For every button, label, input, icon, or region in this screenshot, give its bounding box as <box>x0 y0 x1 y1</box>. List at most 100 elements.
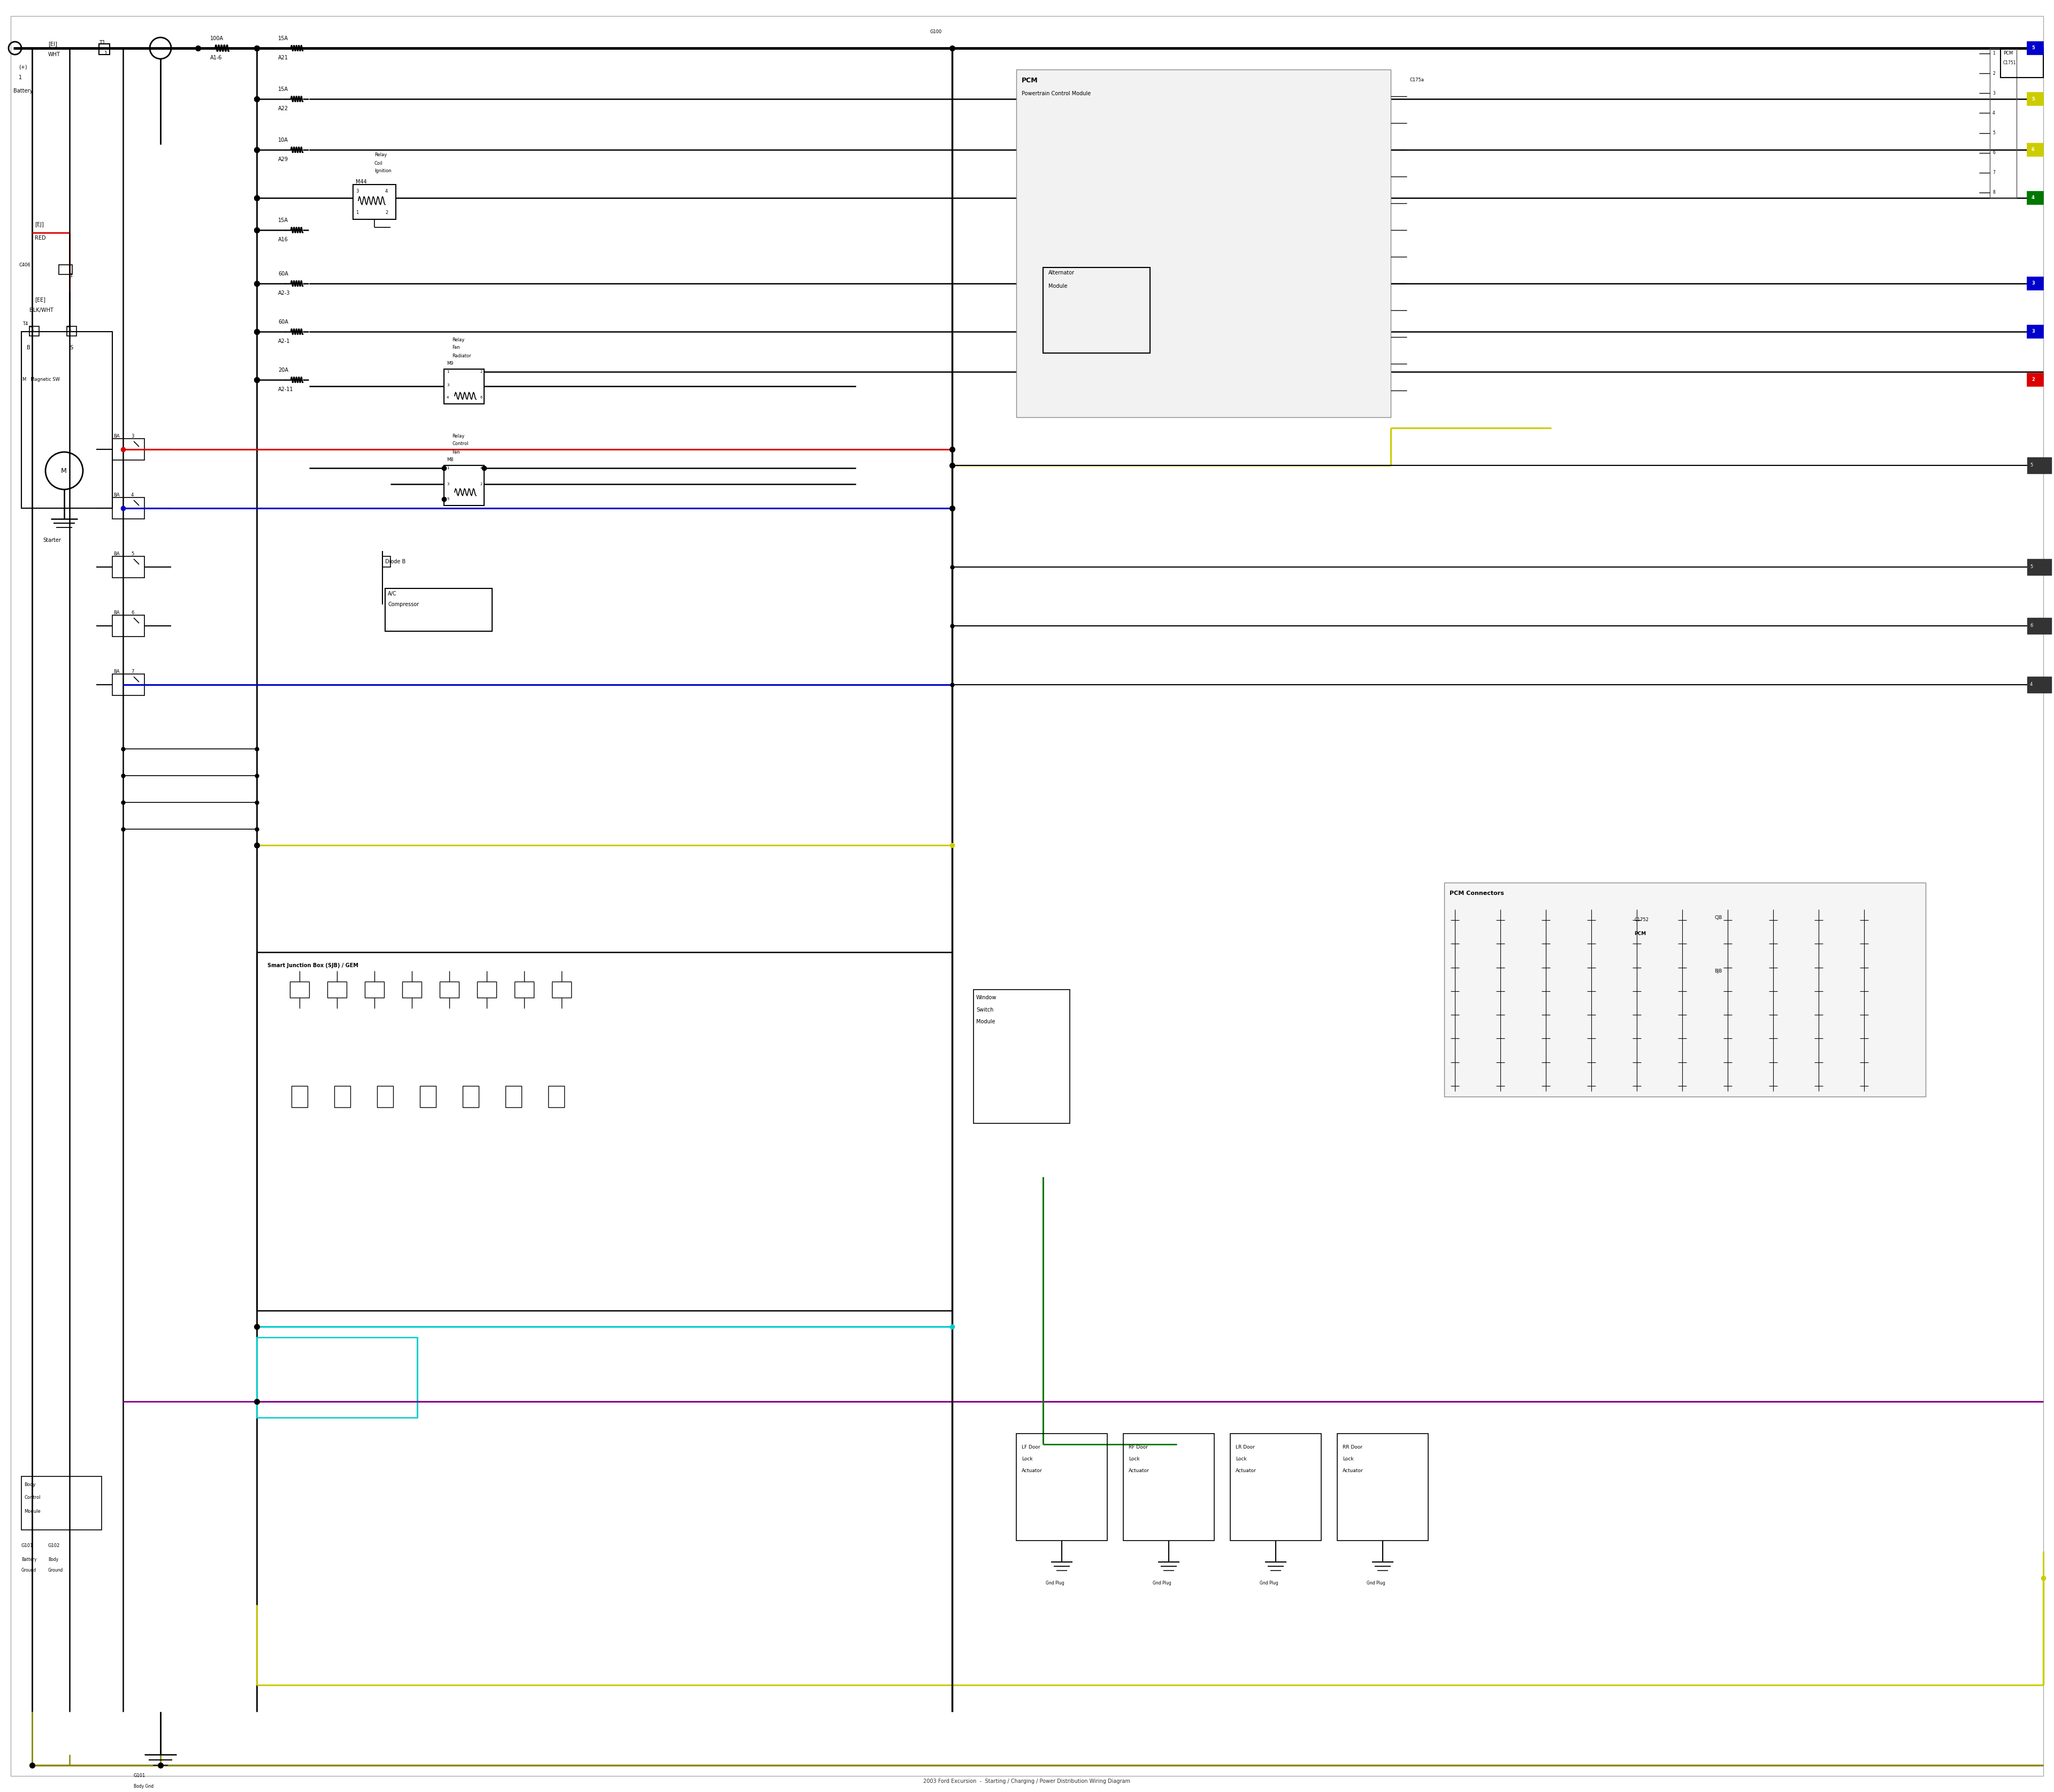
Text: 1: 1 <box>31 326 33 332</box>
Text: 10A: 10A <box>277 138 288 143</box>
Text: [EJ]: [EJ] <box>35 222 43 228</box>
Text: WHT: WHT <box>47 52 60 57</box>
Text: BA: BA <box>113 668 119 674</box>
Text: 5: 5 <box>446 498 450 500</box>
Text: M8: M8 <box>446 457 454 462</box>
Text: Actuator: Actuator <box>1237 1468 1257 1473</box>
Bar <box>1017 70 1391 418</box>
Text: 1: 1 <box>1992 52 1994 56</box>
Text: Control: Control <box>25 1495 41 1500</box>
Text: PCM: PCM <box>1021 77 1037 84</box>
Text: 7: 7 <box>131 668 134 674</box>
Bar <box>2027 143 2044 156</box>
Text: LR Door: LR Door <box>1237 1444 1255 1450</box>
Text: Window: Window <box>976 995 996 1000</box>
Bar <box>2027 618 2052 634</box>
Bar <box>2001 48 2044 77</box>
Text: 4: 4 <box>131 493 134 496</box>
Text: Ground: Ground <box>21 1568 37 1572</box>
Text: BA: BA <box>113 493 119 496</box>
Text: 2: 2 <box>1992 72 1994 75</box>
Text: 2: 2 <box>2031 378 2036 382</box>
Text: 2: 2 <box>386 210 388 215</box>
Text: 5: 5 <box>1992 131 1994 136</box>
Bar <box>353 185 396 219</box>
Text: BJB: BJB <box>1715 968 1721 973</box>
Text: 4: 4 <box>446 396 450 400</box>
Bar <box>2027 324 2044 339</box>
Text: 5: 5 <box>131 552 134 556</box>
Text: Relay: Relay <box>452 337 464 342</box>
Text: 7: 7 <box>1992 170 1994 176</box>
Bar <box>327 982 347 998</box>
Text: BA: BA <box>113 434 119 439</box>
Text: M   Magnetic SW: M Magnetic SW <box>23 378 60 382</box>
Text: Ground: Ground <box>47 1568 64 1572</box>
Text: LF Door: LF Door <box>1021 1444 1039 1450</box>
Text: Gnd Plug: Gnd Plug <box>1259 1581 1278 1586</box>
Text: Body: Body <box>25 1482 35 1487</box>
Text: A1-6: A1-6 <box>210 56 222 61</box>
Text: 6: 6 <box>2031 147 2036 152</box>
Text: 3: 3 <box>446 383 450 387</box>
Text: Lock: Lock <box>1021 1457 1033 1460</box>
Bar <box>1444 883 1927 1097</box>
Text: 5: 5 <box>2029 462 2033 468</box>
Text: Module: Module <box>25 1509 41 1514</box>
Text: PCM: PCM <box>2003 52 2013 56</box>
Text: Coil: Coil <box>374 161 382 165</box>
Text: G101: G101 <box>21 1543 33 1548</box>
Text: 6: 6 <box>2029 624 2033 629</box>
Text: Radiator: Radiator <box>452 353 470 358</box>
Bar <box>444 369 485 403</box>
Text: [EE]: [EE] <box>35 297 45 303</box>
Bar <box>290 982 310 998</box>
Bar <box>1337 1434 1428 1541</box>
Text: 1: 1 <box>18 75 23 81</box>
Text: Module: Module <box>976 1020 996 1025</box>
Bar <box>403 982 421 998</box>
Bar <box>366 982 384 998</box>
Text: 4: 4 <box>2029 683 2033 686</box>
Text: RED: RED <box>35 235 45 240</box>
Bar <box>462 1086 479 1107</box>
Text: 3: 3 <box>446 482 450 486</box>
Text: 6: 6 <box>481 396 483 400</box>
Text: Relay: Relay <box>374 152 386 158</box>
Bar <box>113 615 144 636</box>
Text: 1: 1 <box>446 466 450 470</box>
Text: Gnd Plug: Gnd Plug <box>1045 1581 1064 1586</box>
Text: Lock: Lock <box>1343 1457 1354 1460</box>
Bar <box>2027 41 2044 54</box>
Text: B: B <box>27 346 31 351</box>
Text: 2003 Ford Excursion  -  Starting / Charging / Power Distribution Wiring Diagram: 2003 Ford Excursion - Starting / Chargin… <box>924 1779 1130 1785</box>
Bar <box>2027 457 2052 473</box>
Text: Relay: Relay <box>452 434 464 439</box>
Text: [EI]: [EI] <box>47 41 58 47</box>
Bar <box>99 43 109 54</box>
Bar <box>1124 1434 1214 1541</box>
Text: Fan: Fan <box>452 346 460 349</box>
Text: 60A: 60A <box>277 271 288 276</box>
Text: A16: A16 <box>277 237 288 242</box>
Text: 15A: 15A <box>277 36 288 41</box>
Text: 1: 1 <box>446 371 450 373</box>
Bar <box>21 1477 101 1530</box>
Bar <box>257 1337 417 1417</box>
Text: Switch: Switch <box>976 1007 994 1012</box>
Bar <box>292 1086 308 1107</box>
Bar <box>113 439 144 461</box>
Text: 3: 3 <box>2031 330 2036 333</box>
Text: 3: 3 <box>1992 91 1994 95</box>
Text: 5: 5 <box>2029 564 2033 570</box>
Bar <box>113 498 144 520</box>
Text: Compressor: Compressor <box>388 602 419 607</box>
Bar <box>378 1086 392 1107</box>
Bar <box>2027 559 2052 575</box>
Text: G100: G100 <box>930 30 943 34</box>
Bar <box>974 989 1070 1124</box>
Text: BA: BA <box>113 609 119 615</box>
Text: BLK/WHT: BLK/WHT <box>29 308 53 314</box>
Text: Battery: Battery <box>21 1557 37 1561</box>
Text: Alternator: Alternator <box>1048 271 1074 276</box>
